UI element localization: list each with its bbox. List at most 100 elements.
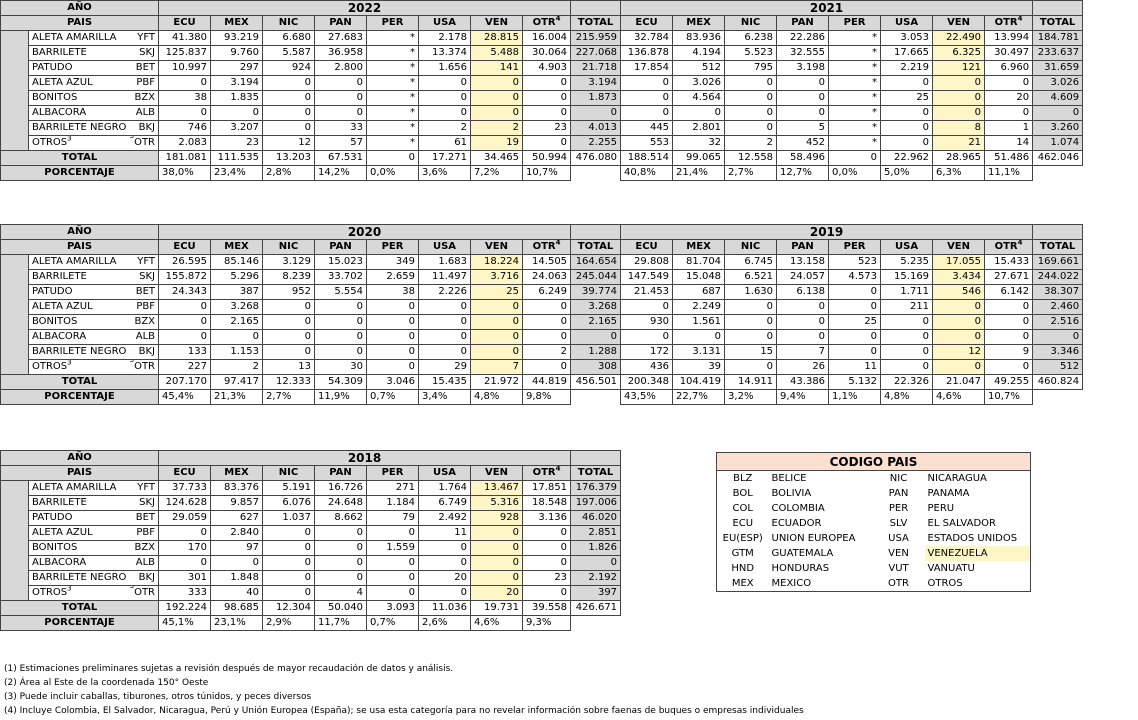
catch-value: 36.958: [314, 45, 368, 61]
country-code: VEN: [888, 548, 909, 559]
catch-value: 0: [522, 135, 572, 151]
catch-value: 0: [470, 540, 524, 556]
catch-value: 0: [262, 299, 316, 315]
catch-value: 2: [418, 120, 472, 136]
catch-value: 7: [776, 344, 830, 360]
total-label: TOTAL: [0, 600, 160, 616]
catch-value: 22.286: [776, 30, 830, 46]
catch-value: 39.774: [570, 284, 622, 300]
species-row: ALBACORA ALB 0 0 0 0 * 0 0 0 0 0 0 0 0 * 0 0 0 0: [1, 105, 1084, 121]
catch-value: 0: [262, 314, 316, 330]
percentage-value: 45,4%: [158, 389, 212, 405]
catch-value: 1: [984, 120, 1034, 136]
year-total-gap: [1032, 224, 1084, 240]
catch-value: 746: [158, 120, 212, 136]
catch-value: 3.131: [672, 344, 726, 360]
percentage-value: 10,7%: [984, 389, 1034, 405]
species-name: ALETA AZUL PBF: [27, 299, 160, 315]
species-name-text: ALBACORA: [32, 331, 87, 342]
percentage-value: 23,4%: [210, 165, 264, 181]
species-code: BKJ: [138, 346, 156, 357]
country-col-ven: VEN: [932, 239, 986, 255]
catch-value: 1.630: [724, 284, 778, 300]
catch-value: 6.745: [724, 254, 778, 270]
catch-value: 0: [470, 299, 524, 315]
catch-value: 0: [418, 555, 472, 571]
species-name: BARRILETE SKJ: [27, 495, 160, 511]
total-value: 12.333: [262, 374, 316, 390]
total-value: 51.486: [984, 150, 1034, 166]
catch-value: 0: [470, 90, 524, 106]
catch-value: 18.548: [522, 495, 572, 511]
catch-value: 0: [776, 299, 830, 315]
percentage-row: PORCENTAJE 38,0% 23,4% 2,8% 14,2% 0,0% 3,6% 7,2…: [0, 165, 1083, 181]
catch-value: 0: [210, 555, 264, 571]
catch-value: 0: [314, 329, 368, 345]
percentage-value: 0,7%: [366, 389, 420, 405]
catch-value: *: [366, 45, 420, 61]
catch-value: 9.857: [210, 495, 264, 511]
total-value: 3.046: [366, 374, 420, 390]
catch-value: 0: [418, 344, 472, 360]
species-code: BET: [135, 286, 156, 297]
percentage-value: 38,0%: [158, 165, 212, 181]
catch-value: 2: [522, 344, 572, 360]
catch-value: 0: [418, 90, 472, 106]
catch-value: 0: [724, 120, 778, 136]
country-col-mex: MEX: [672, 239, 726, 255]
catch-value: 0: [262, 105, 316, 121]
catch-value: 952: [262, 284, 316, 300]
total-row: TOTAL 207.170 97.417 12.333 54.309 3.046 15.43…: [0, 374, 1084, 390]
catch-value: 0: [366, 570, 420, 586]
total-value: 188.514: [620, 150, 674, 166]
catch-value: 6.325: [932, 45, 986, 61]
catch-value: 38: [366, 284, 420, 300]
percentage-gap: [570, 615, 621, 631]
catch-value: 25: [470, 284, 524, 300]
catch-value: 8.239: [262, 269, 316, 285]
species-code: BZX: [134, 92, 156, 103]
catch-value: 1.826: [570, 540, 622, 556]
country-col-pan: PAN: [314, 465, 368, 481]
country-code: OTR: [532, 241, 556, 252]
catch-value: 0: [1032, 329, 1084, 345]
catch-value: 0: [880, 329, 934, 345]
catch-value: 0: [724, 329, 778, 345]
country-col-usa: USA: [418, 15, 472, 31]
catch-value: 0: [522, 314, 572, 330]
catch-value: 0: [262, 525, 316, 541]
catch-value: 3.434: [932, 269, 986, 285]
catch-value: 15: [724, 344, 778, 360]
country-col-ecu: ECU: [620, 15, 674, 31]
country-col-otr: OTR4: [522, 15, 572, 31]
catch-value: 0: [314, 105, 368, 121]
catch-value: 0: [620, 105, 674, 121]
catch-value: 227.068: [570, 45, 622, 61]
species-name-text: BARRILETE: [32, 47, 87, 58]
percentage-value: 4,8%: [470, 389, 524, 405]
catch-value: 26.595: [158, 254, 212, 270]
catch-value: 197.006: [570, 495, 622, 511]
catch-value: 0: [776, 329, 830, 345]
species-name-text: BARRILETE: [32, 271, 87, 282]
species-code: ALB: [135, 331, 156, 342]
country-name: VENEZUELA: [924, 546, 1031, 561]
catch-value: 4.564: [672, 90, 726, 106]
species-row: BONITOS BZX 38 1.835 0 0 * 0 0 0 1.873 0 4.564 0 0 * 25 0…: [1, 90, 1084, 106]
catch-value: 0: [418, 75, 472, 91]
catch-value: 2.165: [570, 314, 622, 330]
catch-value: 0: [262, 75, 316, 91]
country-col-per: PER: [366, 239, 420, 255]
total-label: TOTAL: [0, 374, 160, 390]
species-code: BZX: [134, 316, 156, 327]
catch-value: 13: [262, 359, 316, 375]
catch-value: 27.671: [984, 269, 1034, 285]
country-col-mex: MEX: [210, 15, 264, 31]
catch-value: 136.878: [620, 45, 674, 61]
catch-value: 0: [880, 344, 934, 360]
catch-value: 2.840: [210, 525, 264, 541]
catch-value: 17.665: [880, 45, 934, 61]
species-name: ALETA AMARILLA YFT: [27, 254, 160, 270]
catch-value: 2: [210, 359, 264, 375]
catch-value: 27.683: [314, 30, 368, 46]
